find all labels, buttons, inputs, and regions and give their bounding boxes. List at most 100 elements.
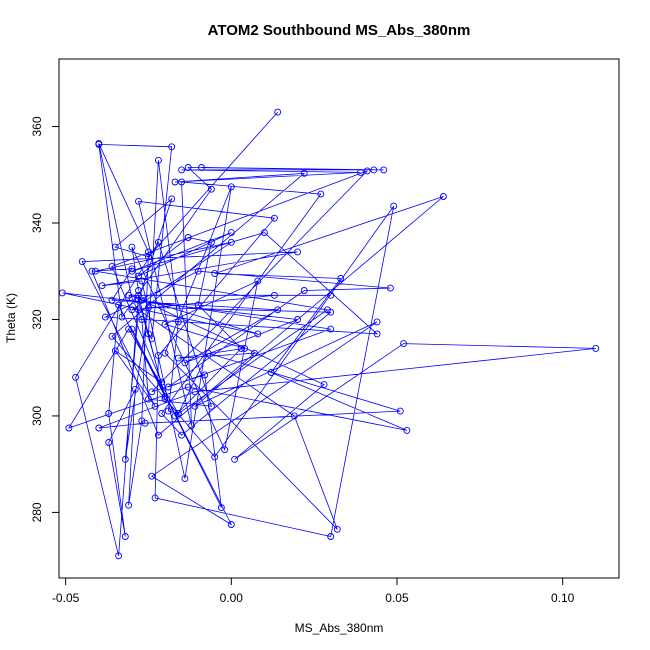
- data-point: [251, 349, 258, 357]
- data-point: [204, 349, 212, 357]
- data-point: [227, 238, 235, 246]
- data-point: [135, 291, 142, 299]
- data-point: [121, 455, 129, 463]
- data-point: [294, 316, 302, 323]
- chart-title: ATOM2 Southbound MS_Abs_380nm: [208, 22, 471, 39]
- data-point: [300, 287, 308, 294]
- data-point: [95, 424, 103, 432]
- y-tick-label: 360: [30, 116, 44, 136]
- data-point: [237, 344, 245, 352]
- data-point: [128, 306, 136, 314]
- data-point: [161, 393, 169, 401]
- data-point: [135, 296, 142, 304]
- data-point: [135, 287, 142, 294]
- data-point: [191, 388, 199, 396]
- data-point: [135, 272, 142, 280]
- data-point: [171, 412, 179, 420]
- data-point: [161, 349, 169, 357]
- y-tick-label: 320: [30, 309, 44, 329]
- data-point: [181, 475, 189, 483]
- data-point: [128, 265, 136, 273]
- y-axis: 280 300 320 340 360: [30, 116, 59, 522]
- data-point: [148, 335, 156, 343]
- data-point: [333, 525, 341, 533]
- data-point: [88, 267, 96, 275]
- data-point: [390, 202, 398, 210]
- data-point: [254, 277, 262, 285]
- data-point: [592, 344, 600, 352]
- y-axis-label: Theta (K): [4, 293, 18, 343]
- data-point: [138, 417, 146, 425]
- data-point: [148, 472, 156, 480]
- data-point: [178, 166, 186, 174]
- data-point: [105, 410, 113, 417]
- data-point: [188, 422, 195, 430]
- data-point: [191, 402, 199, 410]
- data-point: [254, 330, 262, 338]
- data-point: [78, 258, 86, 266]
- data-point: [357, 168, 364, 176]
- data-point: [115, 301, 123, 309]
- data-point: [141, 419, 149, 427]
- data-point: [227, 521, 235, 528]
- data-point: [164, 383, 172, 391]
- data-point: [135, 197, 142, 205]
- data-point: [327, 533, 335, 540]
- data-point: [184, 234, 192, 241]
- data-point: [270, 214, 278, 222]
- y-tick-label: 340: [30, 213, 44, 233]
- data-point: [101, 313, 109, 321]
- data-point: [158, 378, 166, 386]
- data-point: [184, 164, 192, 171]
- data-point: [98, 282, 106, 290]
- x-axis-label: MS_Abs_380nm: [295, 621, 384, 635]
- data-point: [125, 501, 133, 509]
- data-point: [154, 431, 162, 439]
- data-point: [145, 330, 152, 338]
- data-point: [154, 352, 162, 360]
- data-point: [363, 167, 371, 175]
- data-point: [135, 306, 142, 314]
- data-point: [145, 253, 152, 261]
- x-axis: -0.05 0.00 0.05 0.10: [52, 578, 575, 605]
- data-point: [317, 190, 325, 198]
- data-point: [168, 195, 176, 203]
- data-point: [174, 354, 182, 362]
- data-point: [396, 407, 404, 415]
- data-point: [198, 164, 205, 171]
- data-point: [207, 185, 215, 193]
- data-point: [161, 395, 169, 403]
- data-point: [194, 267, 202, 275]
- data-point: [151, 402, 159, 410]
- data-point: [111, 347, 119, 355]
- data-point: [111, 243, 119, 251]
- data-point: [320, 381, 328, 389]
- data-point: [300, 169, 308, 177]
- data-point: [72, 373, 80, 381]
- data-point: [327, 325, 335, 333]
- data-point: [125, 325, 133, 333]
- data-point: [439, 193, 447, 200]
- data-point: [337, 275, 345, 282]
- data-point: [151, 494, 159, 502]
- data-point: [201, 371, 209, 379]
- data-point: [145, 303, 152, 311]
- data-point: [227, 229, 235, 237]
- data-point: [161, 320, 169, 328]
- data-point: [115, 552, 123, 560]
- x-tick-label: 0.05: [385, 591, 409, 605]
- data-point: [145, 248, 152, 256]
- data-point: [131, 385, 139, 393]
- x-tick-label: -0.05: [52, 591, 80, 605]
- data-point: [327, 291, 335, 299]
- data-point: [91, 267, 99, 275]
- data-point: [370, 166, 378, 174]
- data-point: [386, 284, 394, 292]
- data-point: [184, 383, 192, 391]
- data-point: [145, 395, 152, 403]
- data-point: [211, 453, 219, 461]
- y-tick-label: 300: [30, 406, 44, 426]
- data-point: [108, 296, 116, 304]
- data-point: [154, 156, 162, 164]
